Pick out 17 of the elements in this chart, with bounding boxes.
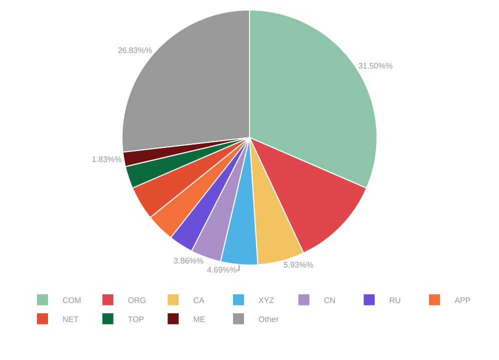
legend-label: XYZ <box>258 296 274 305</box>
legend-label: ORG <box>128 296 146 305</box>
data-label: 5.93%% <box>283 260 314 270</box>
data-label: 26.83%% <box>118 46 152 56</box>
legend-label: RU <box>389 296 401 305</box>
data-label: 31.50%% <box>358 62 393 71</box>
legend-label: CA <box>193 296 205 305</box>
legend-label: Other <box>258 314 279 324</box>
data-label: 1.83%% <box>92 155 122 164</box>
legend-label: APP <box>454 296 471 305</box>
legend-label: TOP <box>128 314 144 324</box>
legend-label: ME <box>193 314 206 324</box>
legend-label: CN <box>324 296 336 305</box>
legend-label: NET <box>62 314 79 324</box>
legend-label: COM <box>62 296 82 305</box>
data-label: 3.86%% <box>174 256 204 266</box>
data-label: 4.69%% <box>207 266 237 275</box>
